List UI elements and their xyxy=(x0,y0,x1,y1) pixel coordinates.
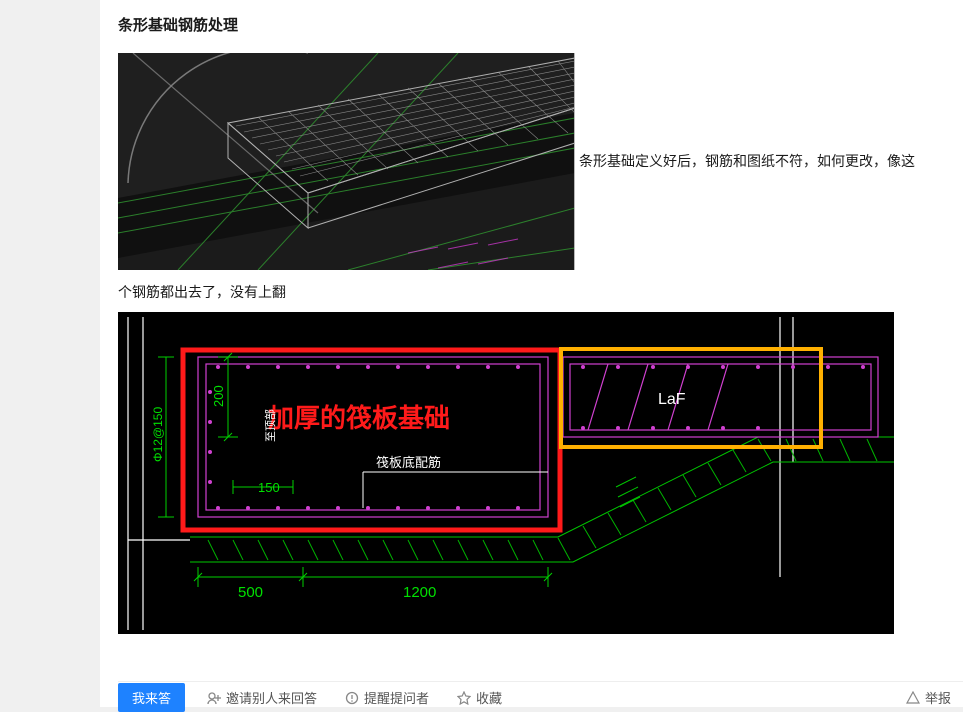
dim-1200: 1200 xyxy=(403,584,436,601)
post-container: 条形基础钢筋处理 xyxy=(100,0,963,707)
favorite-link[interactable]: 收藏 xyxy=(457,688,502,707)
post-title: 条形基础钢筋处理 xyxy=(118,0,945,53)
invite-icon xyxy=(207,691,221,705)
answer-button[interactable]: 我来答 xyxy=(118,683,185,712)
remind-label: 提醒提问者 xyxy=(364,688,429,707)
rebar-spec: Φ12@150 xyxy=(151,407,165,462)
post-action-bar: 我来答 邀请别人来回答 提醒提问者 收藏 举报 xyxy=(118,681,963,707)
remind-icon xyxy=(345,691,359,705)
post-body-line1: 条形基础定义好后，钢筋和图纸不符，如何更改，像这 xyxy=(575,150,915,172)
invite-link[interactable]: 邀请别人来回答 xyxy=(207,688,317,707)
row-image-and-text: 条形基础定义好后，钢筋和图纸不符，如何更改，像这 xyxy=(118,53,945,270)
star-icon xyxy=(457,691,471,705)
report-link[interactable]: 举报 xyxy=(906,688,951,707)
report-label: 举报 xyxy=(925,688,951,707)
vertical-label: 至顶部 xyxy=(263,409,277,442)
laf-label: LaF xyxy=(658,391,686,408)
cad-3d-screenshot xyxy=(118,53,575,270)
dim-150: 150 xyxy=(258,480,280,495)
dim-200: 200 xyxy=(211,385,226,407)
remind-link[interactable]: 提醒提问者 xyxy=(345,688,429,707)
dim-500: 500 xyxy=(238,584,263,601)
footing-label: 筏板底配筋 xyxy=(376,455,441,470)
invite-label: 邀请别人来回答 xyxy=(226,688,317,707)
report-icon xyxy=(906,691,920,705)
cad-section-screenshot: 加厚的筏板基础 LaF 筏板底配筋 500 1200 150 200 Φ12@1… xyxy=(118,312,894,634)
red-annotation-text: 加厚的筏板基础 xyxy=(268,403,450,433)
favorite-label: 收藏 xyxy=(476,688,502,707)
post-body-line2: 个钢筋都出去了，没有上翻 xyxy=(118,270,945,312)
